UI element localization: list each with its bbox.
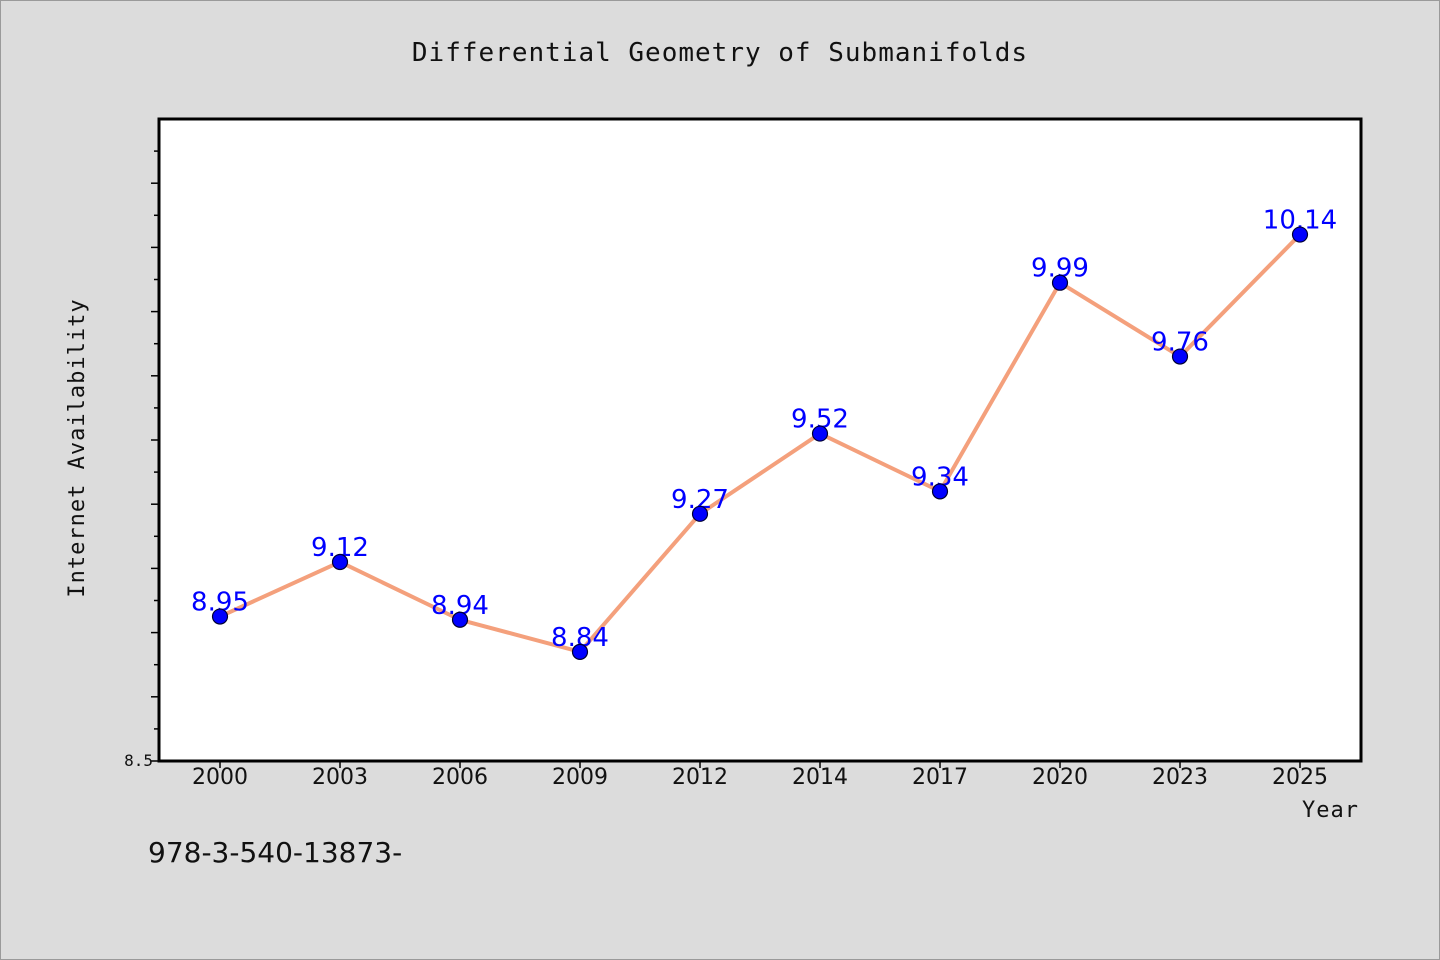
- y-axis-label: Internet Availability: [65, 298, 90, 597]
- series-group: 8.959.128.948.849.279.529.349.999.7610.1…: [191, 206, 1337, 660]
- x-axis-ticks: 2000 2003 2006 2009 2012 2014 2017 2020 2023 2025: [192, 761, 1328, 790]
- data-point: [691, 505, 709, 522]
- data-point: [931, 483, 949, 500]
- data-point: [1171, 348, 1189, 365]
- plot-area: [157, 117, 1363, 763]
- footer-code: 978-3-540-13873-: [148, 836, 402, 869]
- data-point: [331, 553, 349, 571]
- x-tick-label: 2014: [792, 765, 848, 790]
- x-tick-label: 2000: [192, 765, 248, 790]
- data-point: [1291, 226, 1309, 243]
- series-line: [218, 232, 1302, 654]
- x-tick-label: 2023: [1152, 765, 1208, 790]
- data-point: [211, 608, 229, 625]
- x-tick-label: 2020: [1032, 765, 1088, 790]
- chart-title: Differential Geometry of Submanifolds: [412, 38, 1028, 68]
- x-tick-label: 2017: [912, 765, 968, 790]
- x-tick-label: 2009: [552, 765, 608, 790]
- x-tick-label: 2012: [672, 765, 728, 790]
- data-point: [811, 425, 829, 442]
- y-axis-ticks: 8.5: [124, 150, 159, 770]
- data-point: [451, 611, 469, 628]
- x-tick-label: 2006: [432, 765, 488, 790]
- x-tick-label: 2025: [1272, 765, 1328, 790]
- x-tick-label: 2003: [312, 765, 368, 790]
- x-axis-label: Year: [1302, 798, 1359, 823]
- data-point: [571, 643, 589, 660]
- y-tick-label: 8.5: [124, 751, 153, 770]
- data-point: [1051, 274, 1069, 291]
